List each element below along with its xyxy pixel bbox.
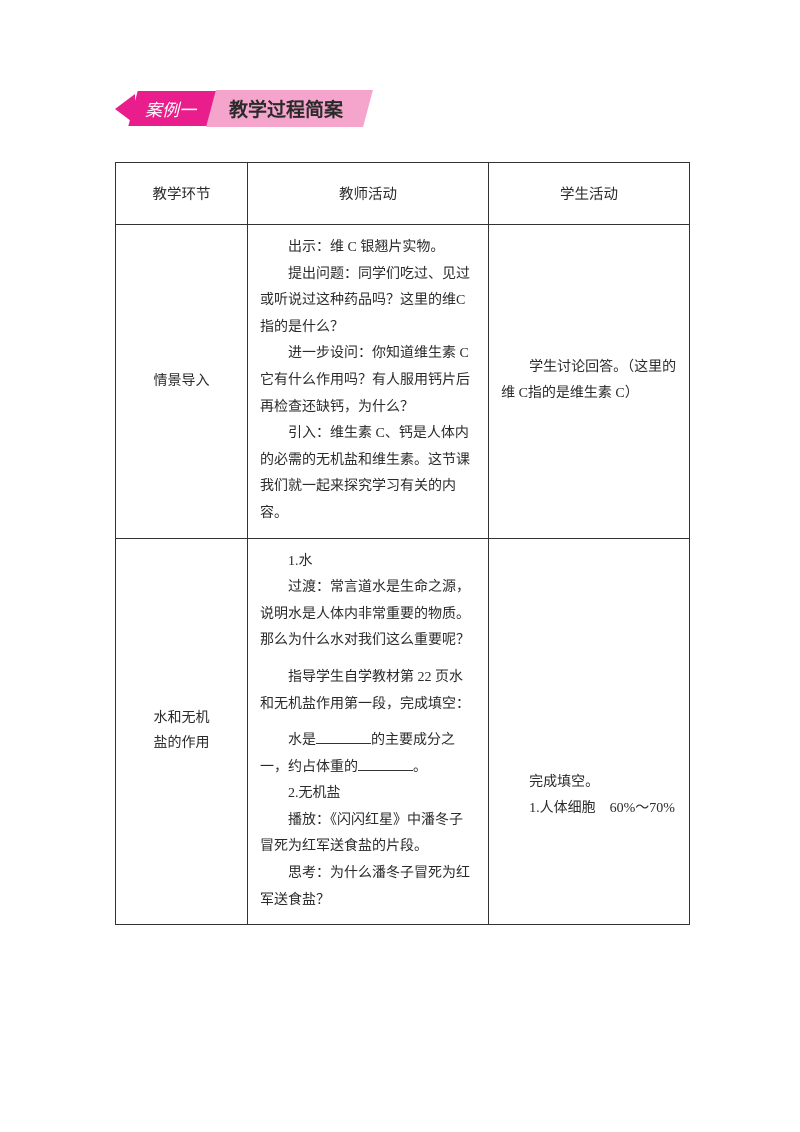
teacher-text: 提出问题：同学们吃过、见过或听说过这种药品吗？这里的维C 指的是什么？ <box>260 262 476 342</box>
header-banner: 案例一 教学过程简案 <box>115 90 690 127</box>
banner-title-text: 教学过程简案 <box>229 95 343 122</box>
student-text: 1.人体细胞 60%～70% <box>501 796 677 823</box>
lesson-plan-table: 教学环节 教师活动 学生活动 情景导入 出示：维 C 银翘片实物。 提出问题：同… <box>115 162 690 925</box>
teacher-text: 1.水 <box>260 549 476 576</box>
teacher-text: 思考：为什么潘冬子冒死为红军送食盐？ <box>260 861 476 914</box>
teacher-text: 过渡：常言道水是生命之源，说明水是人体内非常重要的物质。那么为什么水对我们这么重… <box>260 575 476 655</box>
stage-line1: 水和无机 <box>154 711 210 726</box>
spacer <box>260 718 476 728</box>
table-row: 水和无机 盐的作用 1.水 过渡：常言道水是生命之源，说明水是人体内非常重要的物… <box>116 538 690 925</box>
table-row: 情景导入 出示：维 C 银翘片实物。 提出问题：同学们吃过、见过或听说过这种药品… <box>116 225 690 539</box>
student-text: 完成填空。 <box>501 770 677 797</box>
fill-text-a: 水是 <box>288 733 316 748</box>
blank-line <box>316 730 371 744</box>
banner-title-badge: 教学过程简案 <box>206 90 373 127</box>
student-text: 学生讨论回答。（这里的维 C指的是维生素 C） <box>501 355 677 408</box>
fill-text-c: 。 <box>413 760 427 775</box>
teacher-text: 2.无机盐 <box>260 781 476 808</box>
header-student: 学生活动 <box>489 163 690 225</box>
spacer <box>260 655 476 665</box>
teacher-cell: 出示：维 C 银翘片实物。 提出问题：同学们吃过、见过或听说过这种药品吗？这里的… <box>248 225 489 539</box>
stage-line2: 盐的作用 <box>154 736 210 751</box>
teacher-text: 引入：维生素 C、钙是人体内的必需的无机盐和维生素。这节课我们就一起来探究学习有… <box>260 421 476 527</box>
teacher-text: 播放：《闪闪红星》中潘冬子冒死为红军送食盐的片段。 <box>260 808 476 861</box>
teacher-fill-blank: 水是的主要成分之一，约占体重的。 <box>260 728 476 781</box>
stage-cell: 水和无机 盐的作用 <box>116 538 248 925</box>
teacher-cell: 1.水 过渡：常言道水是生命之源，说明水是人体内非常重要的物质。那么为什么水对我… <box>248 538 489 925</box>
blank-line <box>358 757 413 771</box>
header-teacher: 教师活动 <box>248 163 489 225</box>
case-label-text: 案例一 <box>145 96 196 121</box>
teacher-text: 进一步设问：你知道维生素 C它有什么作用吗？有人服用钙片后再检查还缺钙，为什么？ <box>260 341 476 421</box>
stage-cell: 情景导入 <box>116 225 248 539</box>
header-stage: 教学环节 <box>116 163 248 225</box>
table-header-row: 教学环节 教师活动 学生活动 <box>116 163 690 225</box>
student-cell: 完成填空。 1.人体细胞 60%～70% <box>489 538 690 925</box>
teacher-text: 指导学生自学教材第 22 页水和无机盐作用第一段，完成填空： <box>260 665 476 718</box>
banner-left: 案例一 教学过程简案 <box>115 90 368 127</box>
teacher-text: 出示：维 C 银翘片实物。 <box>260 235 476 262</box>
student-cell: 学生讨论回答。（这里的维 C指的是维生素 C） <box>489 225 690 539</box>
